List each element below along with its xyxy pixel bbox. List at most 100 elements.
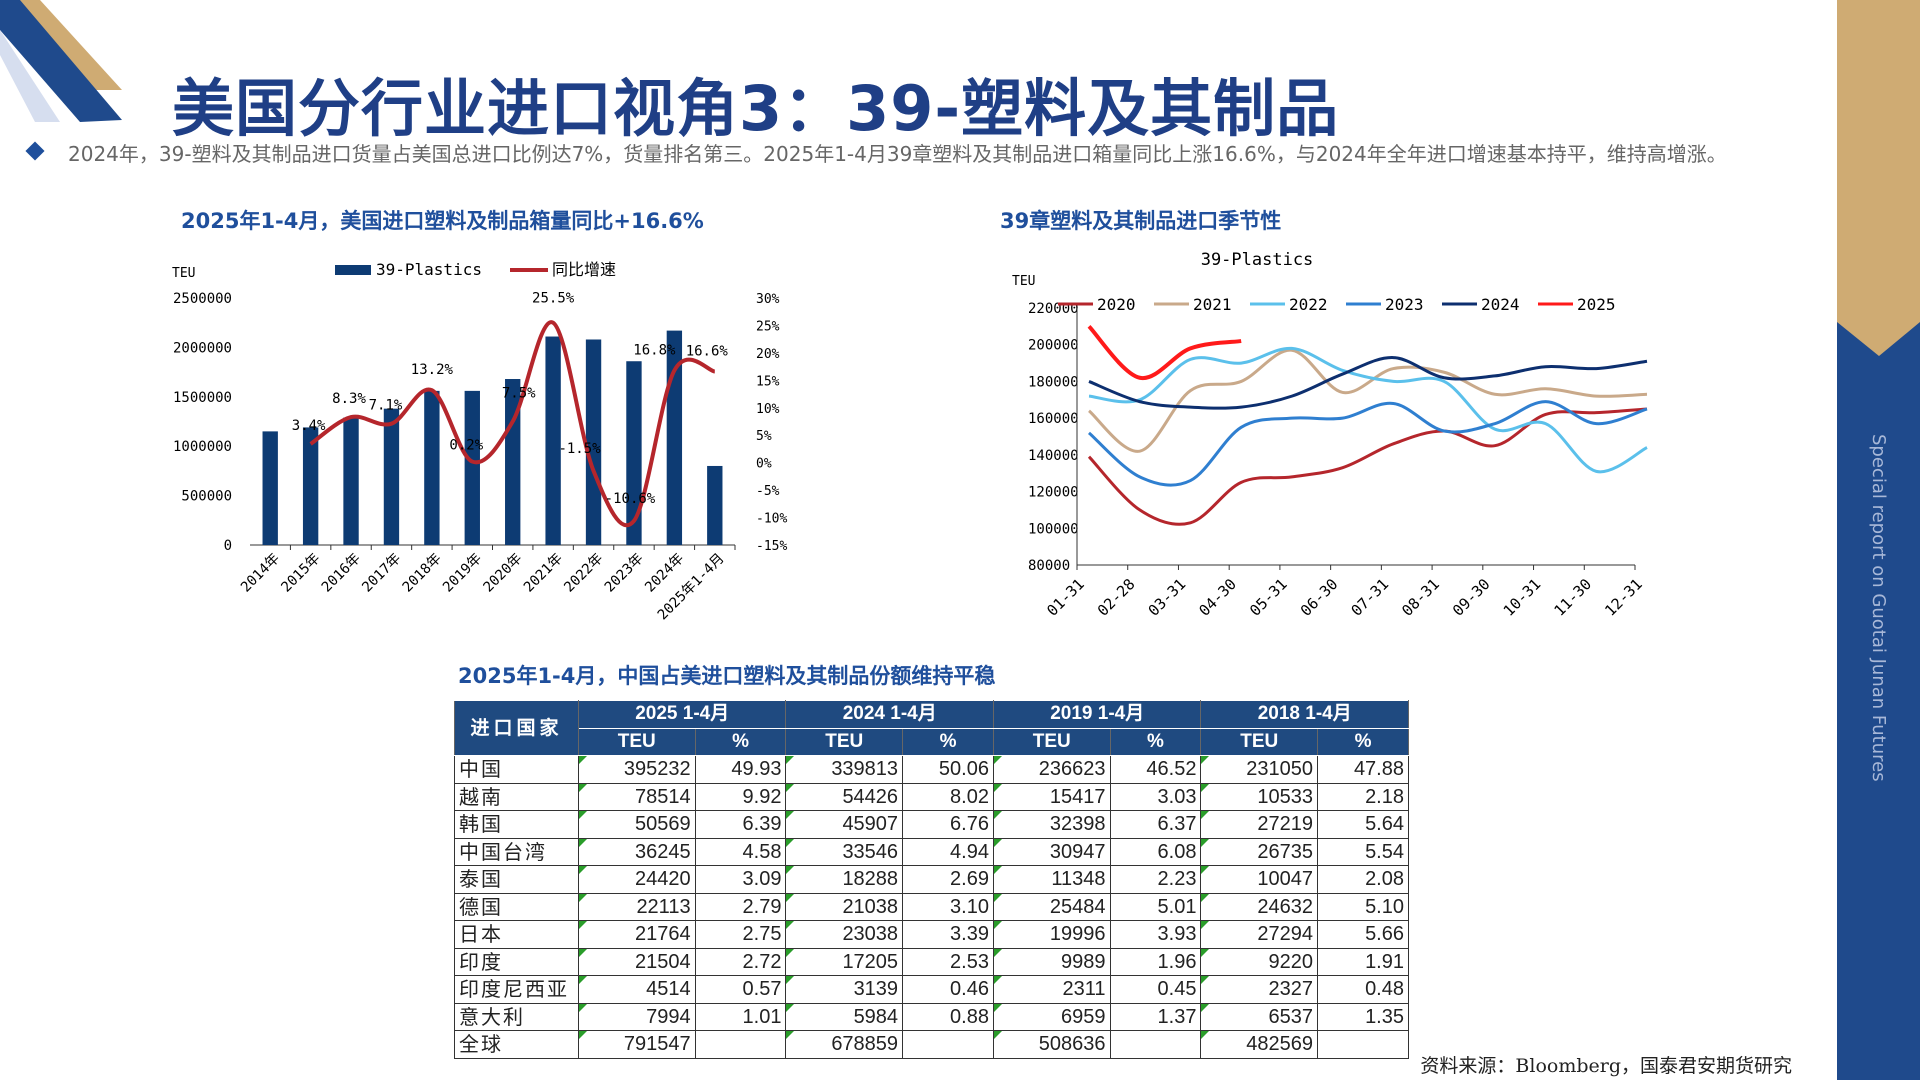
y-tick-right: 30%	[756, 292, 780, 307]
y-tick-right: 15%	[756, 374, 780, 389]
x-tick-label: 2018年	[400, 551, 445, 596]
country-name: 泰国	[454, 865, 579, 894]
series-line-2021	[1087, 348, 1648, 453]
y-tick-right: 5%	[756, 429, 772, 444]
teu-cell: 27219	[1200, 810, 1319, 839]
growth-data-label: 0.2%	[449, 438, 483, 454]
teu-cell: 21504	[578, 947, 696, 976]
bar	[424, 390, 440, 545]
series-line-2023	[1088, 400, 1648, 487]
teu-cell: 2311	[992, 975, 1111, 1004]
teu-cell: 10047	[1200, 865, 1319, 894]
teu-cell: 27294	[1200, 920, 1319, 949]
sub-header: TEU	[578, 727, 696, 756]
teu-cell: 24632	[1200, 892, 1319, 921]
teu-cell: 24420	[578, 865, 696, 894]
x-tick-label: 2014年	[238, 551, 283, 596]
period-header: 2025 1-4月	[577, 700, 787, 729]
x-tick-label: 03-31	[1145, 575, 1190, 620]
y-axis-label: TEU	[172, 266, 195, 281]
table-row: 韩国 50569 6.39 45907 6.76 32398 6.37 27219 5.64	[454, 810, 1409, 839]
share-cell: 1.37	[1109, 1002, 1202, 1031]
teu-cell: 26735	[1200, 837, 1319, 866]
y-tick: 120000	[1028, 485, 1079, 501]
table-row: 中国 395232 49.93 339813 50.06 236623 46.52 23105…	[454, 755, 1409, 784]
y-tick-left: 1000000	[173, 439, 232, 455]
bar	[707, 465, 723, 545]
teu-cell: 22113	[578, 892, 696, 921]
bar	[585, 339, 602, 545]
country-name: 意大利	[454, 1002, 579, 1031]
legend-label: 同比增速	[552, 260, 616, 279]
legend-label: 2025	[1577, 295, 1616, 314]
table-row: 泰国 24420 3.09 18288 2.69 11348 2.23 10047 2.08	[454, 865, 1409, 894]
y-tick: 100000	[1028, 521, 1079, 537]
teu-cell: 678859	[785, 1030, 904, 1059]
growth-data-label: 16.8%	[633, 342, 676, 358]
teu-cell: 23038	[785, 920, 904, 949]
legend-label: 2021	[1193, 295, 1232, 314]
y-tick-right: -10%	[756, 512, 787, 527]
teu-cell: 9989	[992, 947, 1111, 976]
teu-cell: 33546	[785, 837, 904, 866]
sub-header: %	[694, 727, 787, 756]
legend-label: 2022	[1289, 295, 1328, 314]
share-cell: 4.94	[902, 837, 994, 866]
x-tick-label: 05-31	[1246, 575, 1291, 620]
country-name: 韩国	[454, 810, 579, 839]
legend-label: 2023	[1385, 295, 1424, 314]
teu-cell: 9220	[1200, 947, 1319, 976]
x-tick-label: 2016年	[319, 551, 364, 596]
bar	[626, 361, 642, 545]
x-tick-label: 08-31	[1398, 575, 1443, 620]
bar	[545, 336, 561, 545]
y-tick-left: 0	[224, 538, 232, 554]
teu-cell: 2327	[1200, 975, 1319, 1004]
teu-cell: 5984	[785, 1002, 904, 1031]
teu-cell: 508636	[992, 1030, 1111, 1059]
page-title: 美国分行业进口视角3：39-塑料及其制品	[172, 72, 1340, 145]
table-row: 中国台湾 36245 4.58 33546 4.94 30947 6.08 26735 5.54	[454, 837, 1409, 866]
teu-cell: 78514	[578, 782, 696, 811]
share-cell: 6.76	[902, 810, 994, 839]
sub-header: TEU	[992, 727, 1111, 756]
table-row: 印度 21504 2.72 17205 2.53 9989 1.96 9220 1.91	[454, 947, 1409, 976]
table-row: 德国 22113 2.79 21038 3.10 25484 5.01 24632 5.10	[454, 892, 1409, 921]
share-cell: 5.64	[1317, 810, 1409, 839]
y-tick-left: 2500000	[173, 291, 232, 307]
growth-data-label: 3.4%	[292, 418, 326, 434]
share-cell: 1.91	[1317, 947, 1409, 976]
y-tick: 160000	[1028, 411, 1079, 427]
share-cell: 3.93	[1109, 920, 1202, 949]
share-cell: 9.92	[694, 782, 787, 811]
y-axis-label: TEU	[1012, 274, 1035, 289]
teu-cell: 18288	[785, 865, 904, 894]
x-tick-label: 2021年	[521, 551, 566, 596]
teu-cell: 15417	[992, 782, 1111, 811]
country-name: 印度尼西亚	[454, 975, 579, 1004]
bullet-icon	[25, 141, 45, 161]
share-cell: 5.01	[1109, 892, 1202, 921]
x-tick-label: 04-30	[1195, 575, 1240, 620]
y-tick-left: 1500000	[173, 390, 232, 406]
x-tick-label: 2015年	[278, 551, 323, 596]
period-header: 2019 1-4月	[992, 700, 1202, 729]
share-cell: 5.10	[1317, 892, 1409, 921]
side-label: Special report on Guotai Junan Futures	[1868, 434, 1889, 782]
y-tick-right: -5%	[756, 484, 780, 499]
share-cell: 49.93	[694, 755, 787, 784]
y-tick-left: 2000000	[173, 340, 232, 356]
share-cell: 46.52	[1109, 755, 1202, 784]
table-row: 意大利 7994 1.01 5984 0.88 6959 1.37 6537 1.35	[454, 1002, 1409, 1031]
share-cell: 2.79	[694, 892, 787, 921]
y-tick-right: 0%	[756, 457, 772, 472]
teu-cell: 21038	[785, 892, 904, 921]
y-tick-right: 25%	[756, 319, 780, 334]
country-name: 日本	[454, 920, 579, 949]
share-cell: 3.39	[902, 920, 994, 949]
teu-cell: 3139	[785, 975, 904, 1004]
x-tick-label: 2022年	[561, 551, 606, 596]
teu-cell: 25484	[992, 892, 1111, 921]
share-cell: 2.08	[1317, 865, 1409, 894]
x-tick-label: 01-31	[1043, 575, 1088, 620]
